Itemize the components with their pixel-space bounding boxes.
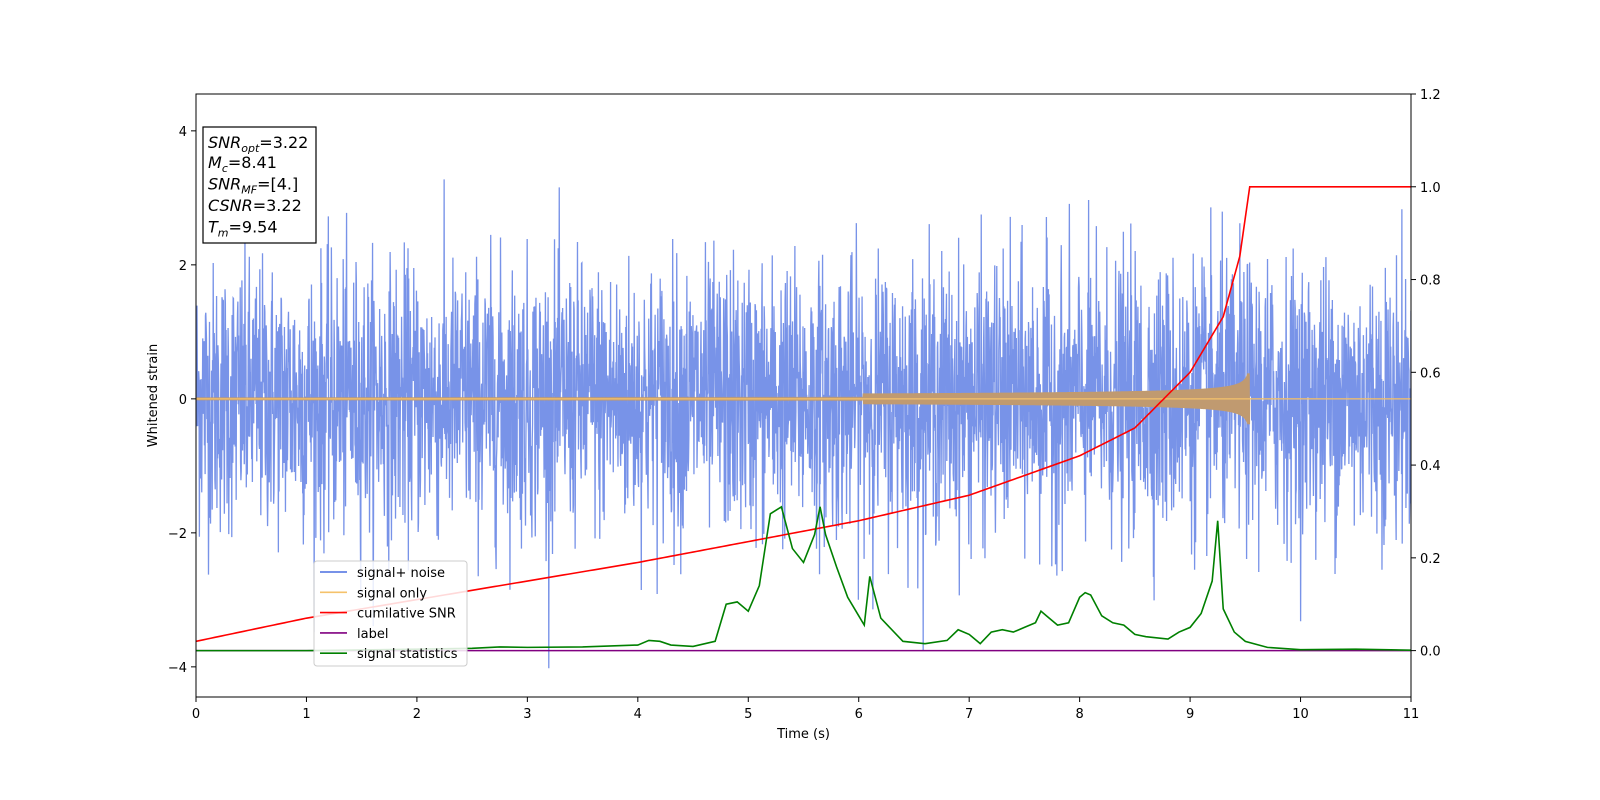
y2-tick-label: 0.0: [1420, 645, 1441, 660]
y2-tick-label: 1.0: [1420, 181, 1441, 196]
stats-line: Mc=8.41: [208, 153, 277, 175]
stats-line: SNRMF=[4.]: [208, 175, 298, 197]
stats-symbol: SNR: [208, 175, 241, 194]
stats-value: =8.41: [228, 153, 277, 172]
stats-value: =3.22: [253, 196, 302, 215]
x-axis-label: Time (s): [776, 727, 830, 742]
y-axis-right: 1.2 1.0 0.8 0.6 0.4 0.2 0.0: [1411, 88, 1441, 660]
stats-box-frame: [202, 126, 317, 244]
x-tick-label: 10: [1292, 707, 1309, 722]
x-tick-label: 2: [413, 707, 421, 722]
x-tick-label: 4: [634, 707, 642, 722]
stats-symbol: T: [208, 218, 219, 237]
stats-value: =[4.]: [257, 175, 298, 194]
signal-only-series-group: [196, 373, 1411, 425]
stats-symbol: CSNR: [208, 196, 253, 215]
y2-tick-label: 0.6: [1420, 366, 1441, 381]
series-line-signal-noise: [196, 179, 1411, 669]
x-tick-label: 6: [855, 707, 863, 722]
stats-symbol: M: [208, 153, 222, 172]
x-tick-label: 0: [192, 707, 200, 722]
stats-value: =3.22: [259, 133, 308, 152]
plot-frame: [195, 93, 1412, 698]
noise-series-group: [196, 179, 1411, 669]
x-tick-label: 3: [523, 707, 531, 722]
legend-entry: signal statistics: [357, 647, 458, 662]
y-tick-label: 2: [179, 259, 187, 274]
y-tick-label: −4: [168, 661, 187, 676]
y-tick-label: −2: [168, 527, 187, 542]
y-tick-label: 0: [179, 393, 187, 408]
stats-line: Tm=9.54: [208, 218, 278, 240]
x-tick-label: 7: [965, 707, 973, 722]
x-tick-label: 5: [744, 707, 752, 722]
legend-entry: signal only: [357, 586, 427, 601]
x-tick-label: 11: [1403, 707, 1420, 722]
stats-line: CSNR=3.22: [208, 196, 302, 215]
legend-entry: signal+ noise: [357, 566, 445, 581]
series-line-signal-statistics: [196, 505, 1411, 652]
x-tick-label: 9: [1186, 707, 1194, 722]
stats-value: =9.54: [229, 218, 278, 237]
y-axis-left: 4 2 0 −2 −4: [168, 125, 196, 676]
y2-tick-label: 0.2: [1420, 552, 1441, 567]
y-axis-label: Whitened strain: [146, 344, 161, 447]
stats-subscript: MF: [241, 184, 257, 197]
stats-symbol: SNR: [208, 133, 241, 152]
legend-frame: [313, 560, 468, 667]
stats-subscript: opt: [241, 142, 260, 155]
x-tick-label: 1: [302, 707, 310, 722]
legend: signal+ noise signal only cumilative SNR la…: [313, 560, 468, 667]
stats-box: SNRopt=3.22Mc=8.41SNRMF=[4.]CSNR=3.22Tm=…: [202, 126, 317, 244]
x-tick-label: 8: [1075, 707, 1083, 722]
y2-tick-label: 0.8: [1420, 274, 1441, 289]
stats-subscript: c: [222, 162, 228, 175]
y2-tick-label: 0.4: [1420, 459, 1441, 474]
stats-subscript: m: [218, 227, 229, 240]
legend-entry: label: [357, 627, 388, 642]
x-axis: 0 1 2 3 4 5 6 7 8 9 10 11: [192, 697, 1419, 722]
y-tick-label: 4: [179, 125, 187, 140]
legend-entry: cumilative SNR: [357, 607, 456, 622]
stats-line: SNRopt=3.22: [208, 133, 308, 155]
y2-tick-label: 1.2: [1420, 88, 1441, 103]
